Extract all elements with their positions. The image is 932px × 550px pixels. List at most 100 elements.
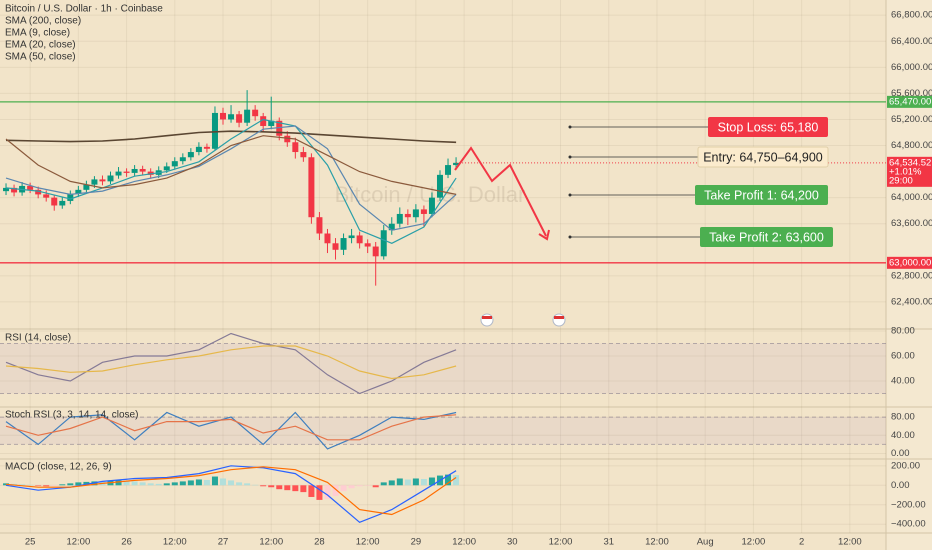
price-axis-bg [886, 0, 932, 550]
candle-body [388, 223, 395, 231]
candle-body [163, 166, 170, 171]
histogram-bar [19, 484, 26, 486]
histogram-bar [171, 482, 178, 486]
candle-body [348, 235, 355, 239]
candle-body [372, 246, 379, 257]
x-tick-label: 12:00 [838, 537, 862, 548]
candle-body [107, 175, 114, 182]
y-tick-label: 66,000.00 [891, 62, 932, 73]
candle-body [139, 168, 146, 172]
candle-body [35, 189, 42, 195]
histogram-bar [236, 482, 243, 486]
y-tick-label: 60.00 [891, 351, 915, 362]
histogram-bar [380, 482, 387, 486]
annotation-text: Stop Loss: 65,180 [718, 120, 819, 134]
candle-body [284, 135, 291, 143]
event-flag[interactable] [480, 313, 494, 327]
x-tick-label: 27 [218, 537, 229, 548]
histogram-bar [244, 483, 251, 486]
histogram-bar [364, 485, 371, 486]
annotation-anchor [568, 235, 572, 239]
y-tick-label: 40.00 [891, 430, 915, 441]
candle-body [59, 200, 66, 206]
candle-body [436, 174, 443, 198]
candle-body [300, 152, 307, 158]
y-tick-label: 63,600.00 [891, 218, 932, 229]
pane-title[interactable]: MACD (close, 12, 26, 9) [5, 462, 112, 473]
flag-stripe [482, 316, 492, 319]
candle-body [51, 197, 58, 206]
y-tick-label: 64,000.00 [891, 192, 932, 203]
histogram-bar [340, 485, 347, 492]
histogram-bar [131, 481, 138, 486]
histogram-bar [179, 481, 186, 486]
candle-body [43, 194, 50, 198]
histogram-bar [123, 480, 130, 486]
candle-body [236, 114, 243, 123]
histogram-bar [75, 482, 82, 486]
histogram-bar [396, 478, 403, 486]
candle-body [75, 189, 82, 194]
candle-body [276, 120, 283, 136]
overlay: SMA (200, close)EMA (9, close)EMA (20, c… [5, 16, 932, 327]
y-tick-label: 64,800.00 [891, 140, 932, 151]
candle-body [171, 161, 178, 167]
x-tick-label: 29 [411, 537, 422, 548]
histogram-bar [35, 485, 42, 486]
y-tick-label: 80.00 [891, 412, 915, 423]
candle-body [83, 184, 90, 190]
annotation-anchor [568, 193, 572, 197]
y-tick-label: 66,800.00 [891, 10, 932, 21]
band-fill [0, 417, 886, 445]
x-tick-label: 12:00 [742, 537, 766, 548]
histogram-bar [139, 482, 146, 486]
histogram-bar [308, 485, 315, 497]
histogram-bar [276, 485, 283, 490]
candle-body [147, 171, 154, 175]
histogram-bar [292, 485, 299, 492]
pane-title[interactable]: Stoch RSI (3, 3, 14, 14, close) [5, 410, 138, 421]
candle-body [404, 213, 411, 218]
x-tick-label: 31 [603, 537, 614, 548]
candle-body [260, 116, 267, 126]
annotation-box [697, 146, 829, 168]
symbol-title[interactable]: Bitcoin / U.S. Dollar · 1h · Coinbase [5, 4, 163, 15]
indicator-line [5, 411, 457, 450]
candle-body [356, 235, 363, 244]
x-tick-label: 28 [314, 537, 325, 548]
histogram-bar [51, 485, 58, 486]
histogram-bar [147, 483, 154, 486]
price-change: +1.01% [889, 166, 922, 177]
candle-body [187, 152, 194, 158]
histogram-bar [211, 476, 218, 486]
y-tick-label: 66,400.00 [891, 36, 932, 47]
histogram-bar [284, 485, 291, 491]
annotation-text: Entry: 64,750–64,900 [703, 150, 823, 164]
histogram-bar [43, 485, 50, 487]
last-price-label: 64,534.52 [889, 157, 931, 168]
x-tick-label: 30 [507, 537, 518, 548]
candle-body [340, 238, 347, 250]
y-tick-label: 80.00 [891, 326, 915, 337]
histogram-bar [195, 479, 202, 486]
x-tick-label: 12:00 [259, 537, 283, 548]
histogram-bar [324, 485, 331, 499]
bar-countdown: 29:00 [889, 175, 913, 186]
annotation-anchor [568, 125, 572, 129]
candle-body [131, 168, 138, 173]
plot [0, 90, 886, 523]
pane-title[interactable]: RSI (14, close) [5, 333, 71, 344]
histogram-bar [356, 485, 363, 487]
candle-body [91, 179, 98, 185]
x-tick-label: 26 [121, 537, 132, 548]
annotation-box [700, 227, 833, 247]
histogram-bar [155, 483, 162, 486]
histogram-bar [83, 481, 90, 486]
level-label: 63,000.00 [889, 257, 931, 268]
histogram-bar [268, 485, 275, 488]
last-price-tag [887, 156, 932, 187]
histogram-bar [445, 474, 452, 486]
event-flag[interactable] [552, 313, 566, 327]
legend-entry: SMA (50, close) [5, 52, 76, 63]
